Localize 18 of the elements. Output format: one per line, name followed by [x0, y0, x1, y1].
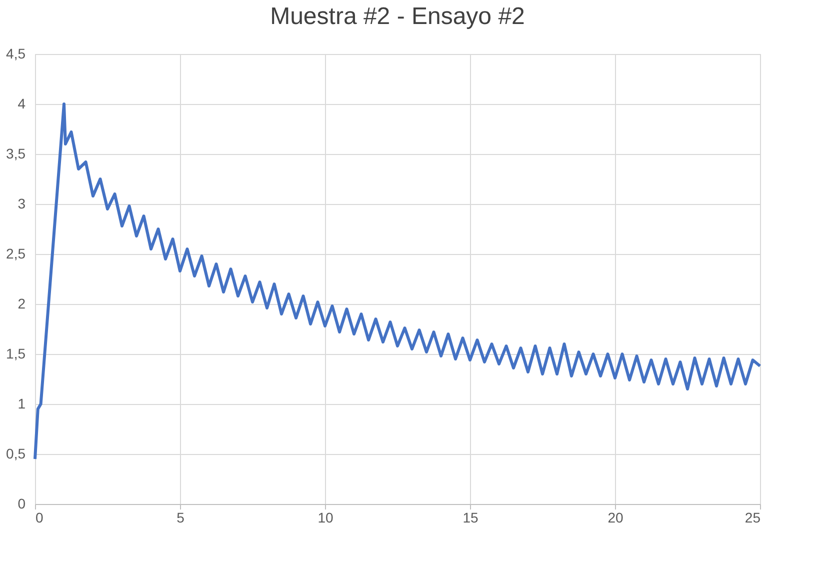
y-tick-label: 1 [18, 396, 26, 412]
y-tick-label: 0 [18, 496, 26, 512]
x-tick-label: 15 [462, 510, 478, 526]
x-tick-label: 0 [36, 510, 44, 526]
line-series [34, 102, 762, 460]
x-tick-label: 20 [608, 510, 624, 526]
x-tick-label: 10 [318, 510, 334, 526]
y-tick-label: 3 [18, 196, 26, 212]
y-tick-label: 4,5 [6, 46, 26, 62]
y-tick-label: 3,5 [6, 146, 26, 162]
y-tick-label: 0,5 [6, 446, 26, 462]
x-tick-label: 25 [744, 510, 761, 526]
chart-title: Muestra #2 - Ensayo #2 [270, 3, 525, 30]
x-tick-label: 5 [176, 510, 185, 526]
y-tick-label: 2 [18, 296, 26, 312]
y-tick-label: 2,5 [6, 246, 26, 262]
y-tick-label: 4 [18, 96, 26, 112]
y-tick-label: 1,5 [6, 346, 26, 362]
